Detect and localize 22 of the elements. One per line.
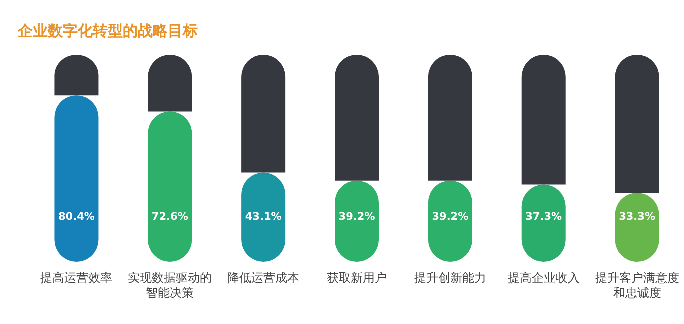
x-tick-label: 提升创新能力 xyxy=(414,271,486,285)
bar xyxy=(615,55,660,194)
x-tick-label: 降低运营成本 xyxy=(228,271,300,285)
x-tick-label: 提高企业收入 xyxy=(508,271,580,285)
bar xyxy=(148,112,192,262)
data-label: 39.2% xyxy=(432,211,470,223)
data-label: 43.1% xyxy=(245,211,282,223)
data-label: 39.2% xyxy=(338,211,376,223)
bar xyxy=(335,55,379,181)
data-label: 80.4% xyxy=(58,211,96,223)
data-label: 72.6% xyxy=(152,211,189,223)
x-tick-label: 提高运营效率 xyxy=(40,271,113,285)
data-label: 33.3% xyxy=(619,211,656,223)
x-tick-label: 获取新用户 xyxy=(327,271,387,285)
chart-title: 企业数字化转型的战略目标 xyxy=(17,22,198,40)
data-label: 37.3% xyxy=(526,211,563,223)
bar xyxy=(54,96,99,262)
bar xyxy=(522,55,566,185)
bar xyxy=(428,55,472,181)
x-tick-label: 实现数据驱动的智能决策 xyxy=(128,271,212,300)
bar xyxy=(242,55,286,173)
x-tick-label: 提升客户满意度和忠诚度 xyxy=(595,271,680,300)
